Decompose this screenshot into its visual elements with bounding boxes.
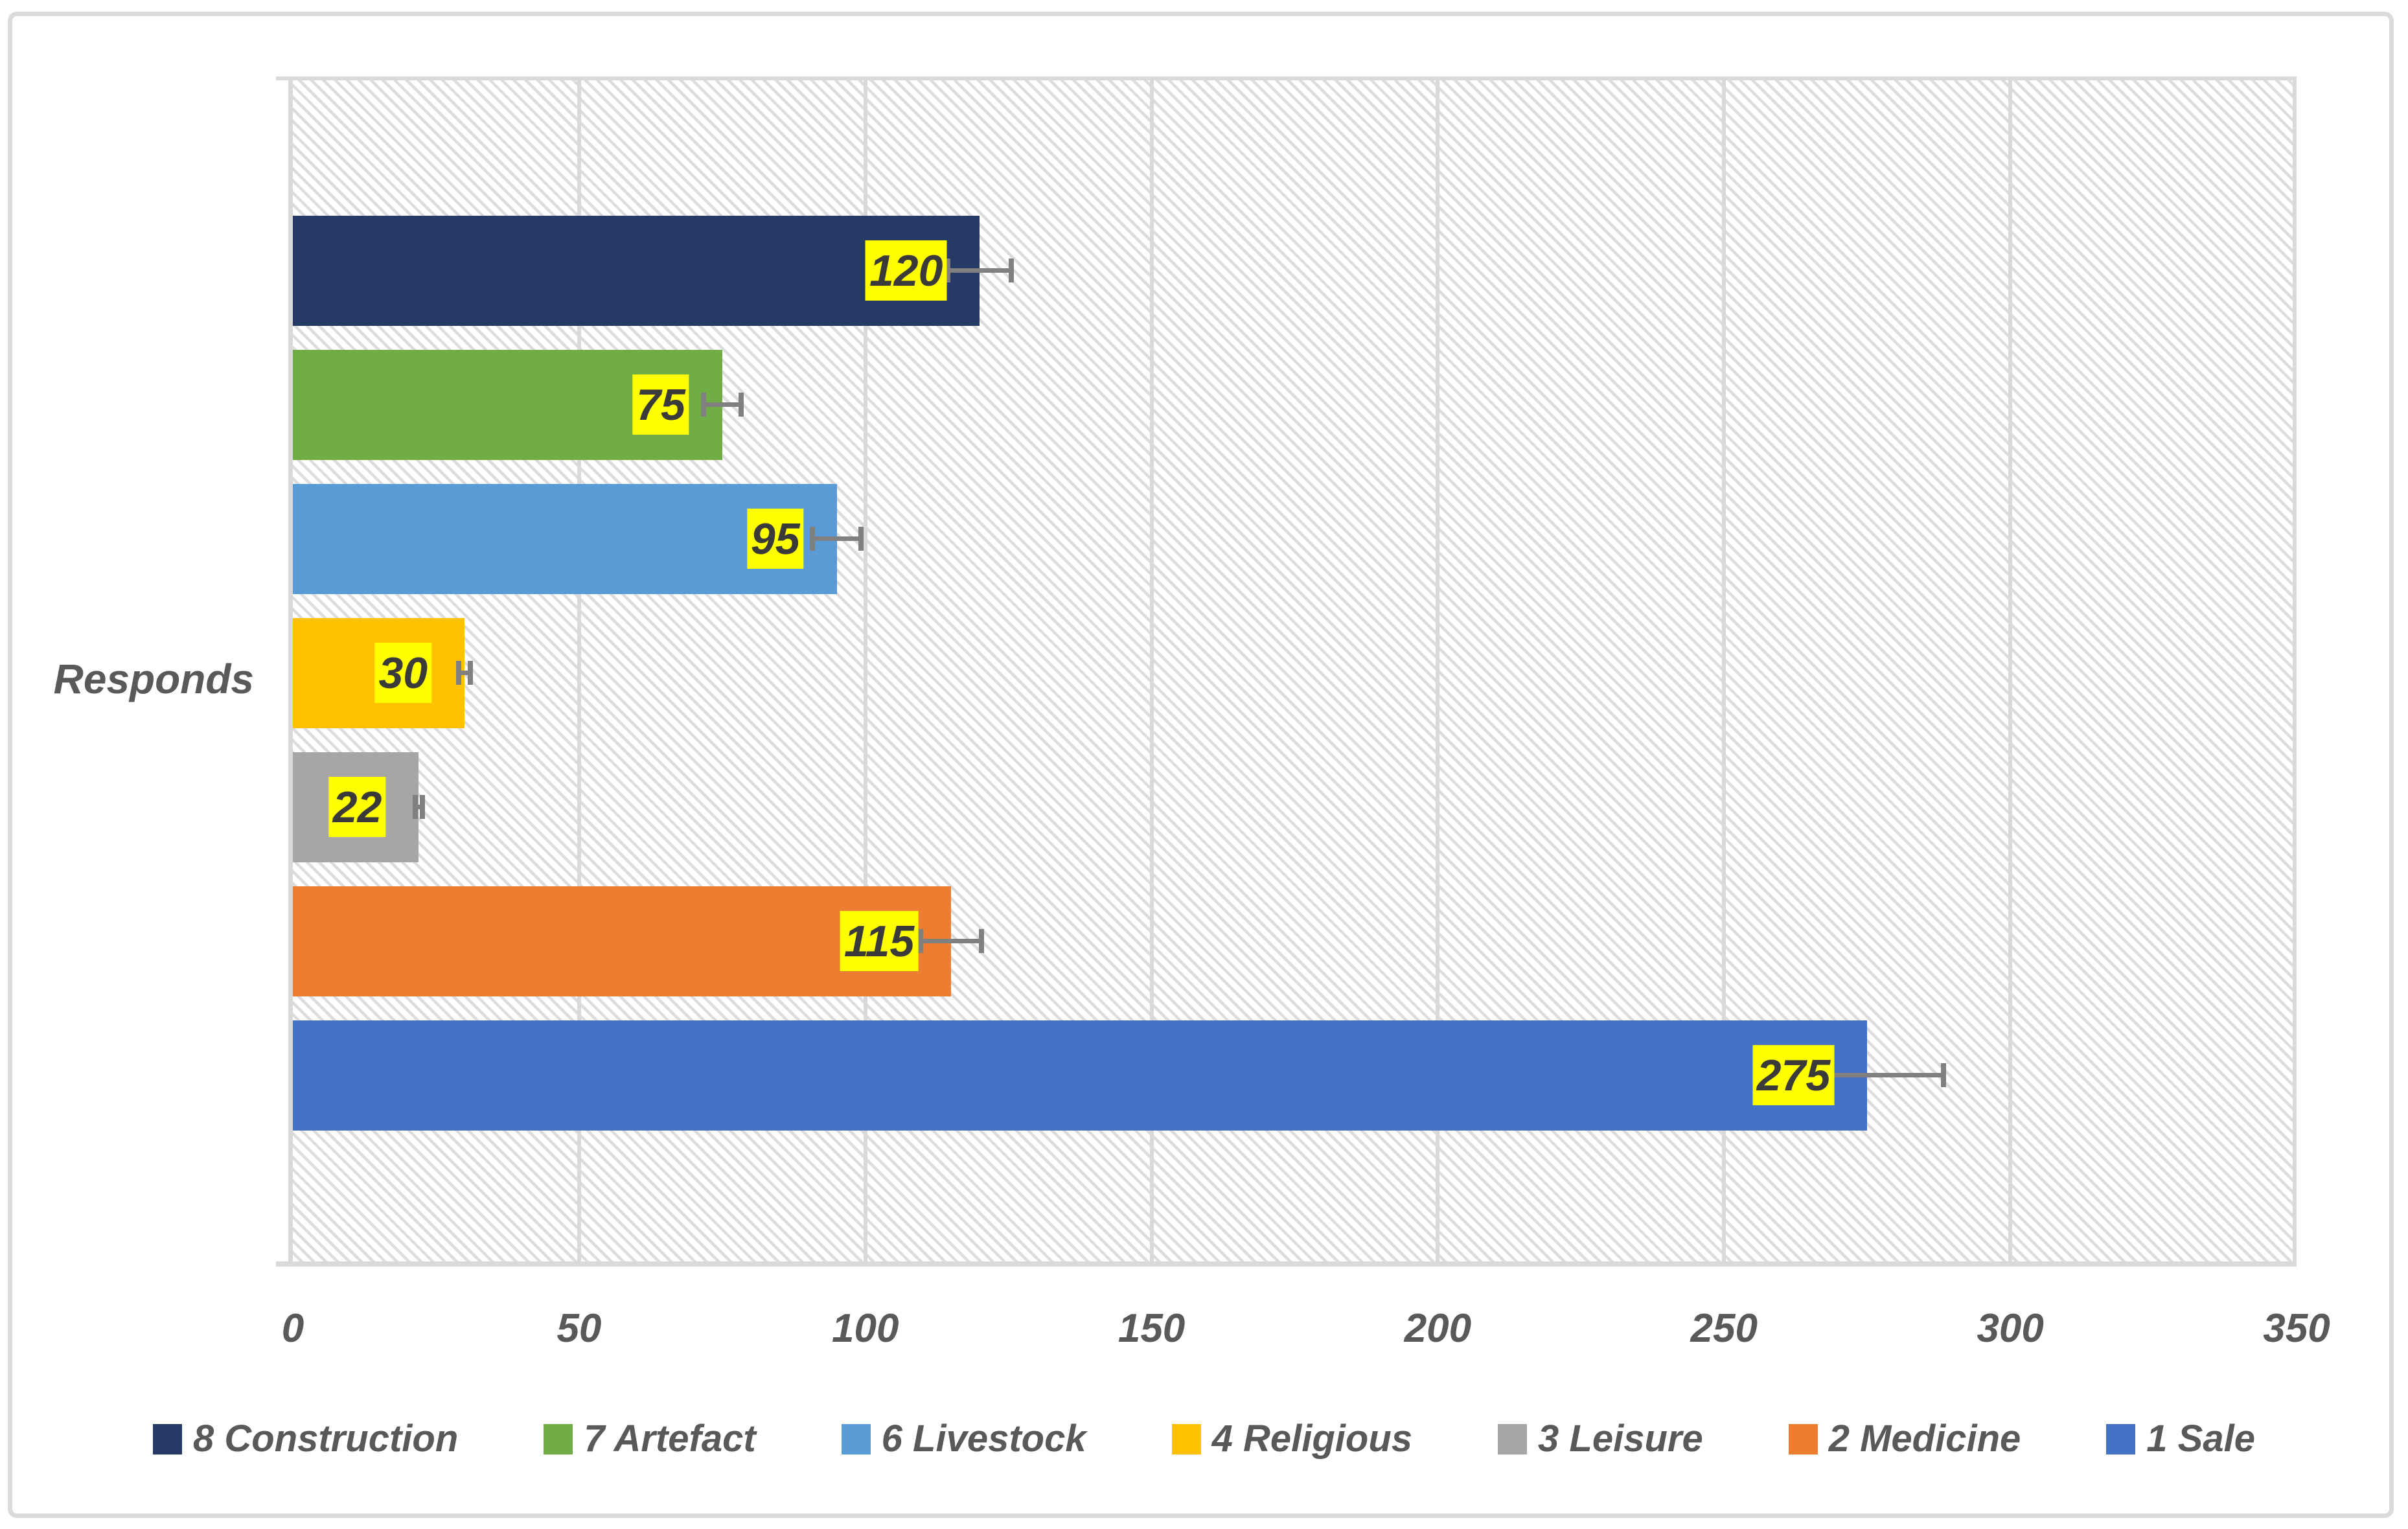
legend-swatch: [841, 1423, 871, 1454]
error-cap-left: [455, 661, 461, 685]
data-label: 75: [632, 374, 689, 435]
x-tick-label: 100: [831, 1306, 899, 1351]
gridline: [577, 80, 581, 1267]
gridline: [2008, 80, 2013, 1267]
legend-item: 3 Leisure: [1498, 1420, 1703, 1458]
x-tick-label: 300: [1977, 1306, 2044, 1351]
chart-frame: [8, 12, 2394, 1518]
gridline: [863, 80, 867, 1267]
legend-item: 1 Sale: [2106, 1420, 2255, 1458]
x-tick-label: 350: [2263, 1306, 2330, 1351]
x-axis-line: [276, 1261, 2297, 1267]
bar-row: 115: [293, 886, 2297, 996]
error-cap-right: [858, 527, 864, 551]
x-tick-label: 150: [1118, 1306, 1186, 1351]
bar-row: 275: [293, 1020, 2297, 1131]
error-bar: [455, 661, 474, 685]
legend: 8 Construction 7 Artefact 6 Livestock 4 Rel…: [26, 1420, 2382, 1458]
error-line: [945, 268, 1015, 273]
legend-swatch: [544, 1423, 573, 1454]
plot-border-right: [2293, 76, 2297, 1267]
plot-border-top: [276, 76, 2297, 80]
x-tick-label: 0: [281, 1306, 304, 1351]
error-line: [1788, 1073, 1946, 1077]
bar-row: 95: [293, 484, 2297, 594]
error-cap-right: [420, 795, 426, 819]
y-axis-line: [288, 76, 293, 1267]
legend-label: 7 Artefact: [584, 1418, 756, 1460]
x-axis-ticks: 0 50 100 150 200 250 300 350: [282, 1305, 2330, 1353]
legend-item: 6 Livestock: [841, 1418, 1086, 1460]
data-label: 22: [328, 777, 386, 837]
gridline: [1436, 80, 1440, 1267]
error-cap-right: [1009, 259, 1015, 282]
error-bar: [700, 393, 744, 417]
bar-6-livestock: [293, 484, 837, 594]
legend-item: 7 Artefact: [544, 1418, 756, 1460]
error-bar: [809, 527, 864, 551]
legend-label: 6 Livestock: [881, 1418, 1086, 1460]
error-line: [700, 402, 744, 407]
bar-row: 120: [293, 216, 2297, 326]
gridline: [1722, 80, 1726, 1267]
legend-swatch: [2106, 1423, 2136, 1454]
bar-8-construction: [293, 216, 980, 326]
gridline: [1149, 80, 1154, 1267]
error-line: [918, 939, 985, 943]
error-bar: [918, 929, 985, 953]
legend-label: 4 Religious: [1211, 1418, 1413, 1460]
data-label: 120: [865, 240, 947, 301]
legend-item: 4 Religious: [1171, 1418, 1413, 1460]
error-bar: [945, 259, 1015, 282]
legend-item: 8 Construction: [153, 1420, 458, 1458]
error-cap-right: [738, 393, 744, 417]
legend-swatch: [1498, 1423, 1528, 1454]
legend-label: 2 Medicine: [1828, 1418, 2021, 1460]
plot-area: 120 75 95 30 22 115 275: [276, 76, 2297, 1267]
error-cap-right: [468, 661, 474, 685]
bar-row: 30: [293, 618, 2297, 728]
gridlines: [293, 76, 2297, 1267]
legend-label: 8 Construction: [193, 1418, 459, 1460]
x-tick-label: 250: [1690, 1306, 1758, 1351]
category-axis-label: Responds: [53, 656, 254, 702]
bar-row: 75: [293, 350, 2297, 460]
legend-label: 1 Sale: [2146, 1418, 2255, 1460]
error-bar: [412, 795, 426, 819]
error-line: [412, 805, 426, 809]
data-label: 115: [840, 911, 919, 971]
error-line: [455, 671, 474, 675]
legend-swatch: [1171, 1423, 1201, 1454]
data-label: 95: [746, 509, 804, 569]
legend-label: 3 Leisure: [1538, 1418, 1703, 1460]
bar-row: 22: [293, 752, 2297, 862]
error-cap-left: [700, 393, 706, 417]
bars-group: 120 75 95 30 22 115 275: [293, 76, 2297, 1267]
error-line: [809, 536, 864, 541]
data-label: 30: [374, 643, 432, 703]
error-cap-left: [918, 929, 924, 953]
x-tick-label: 200: [1404, 1306, 1472, 1351]
legend-swatch: [153, 1423, 183, 1454]
error-cap-left: [412, 795, 418, 819]
error-cap-left: [809, 527, 815, 551]
x-tick-label: 50: [556, 1306, 602, 1351]
bar-1-sale: [293, 1020, 1868, 1131]
legend-item: 2 Medicine: [1788, 1418, 2021, 1460]
error-cap-right: [979, 929, 985, 953]
data-label: 275: [1752, 1045, 1835, 1105]
error-cap-left: [945, 259, 951, 282]
legend-swatch: [1788, 1423, 1818, 1454]
error-cap-right: [1940, 1063, 1946, 1087]
